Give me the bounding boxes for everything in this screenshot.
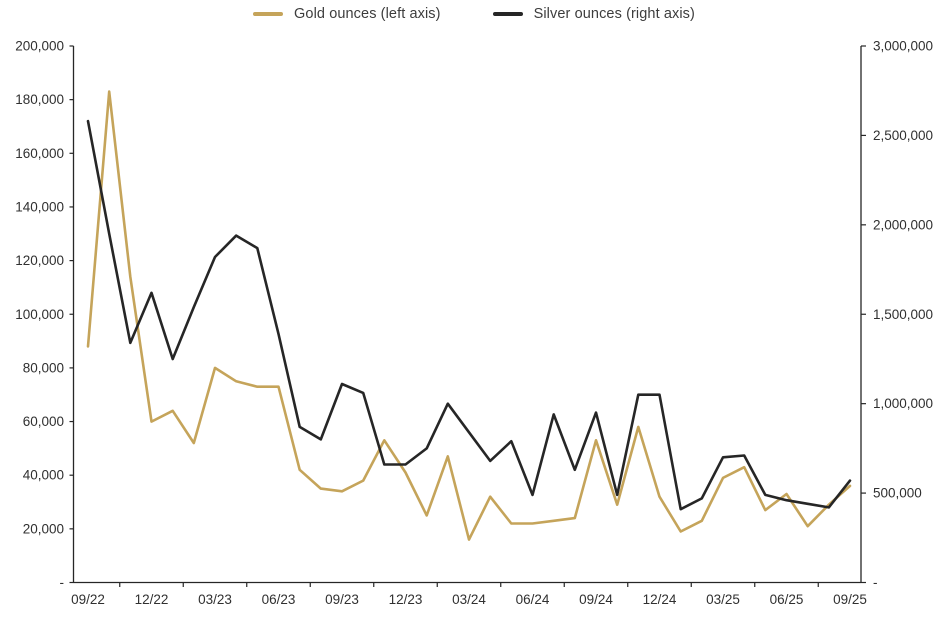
gold-line-swatch [253, 12, 284, 16]
legend-label-silver: Silver ounces (right axis) [533, 6, 695, 22]
right-axis-tick-label: 3,000,000 [873, 39, 933, 54]
x-axis-tick-label: 09/24 [579, 592, 613, 607]
silver-series-line [86, 119, 852, 511]
legend-item-gold: Gold ounces (left axis) [253, 6, 441, 22]
x-axis-tick-label: 09/22 [71, 592, 105, 607]
gold-series-line [86, 90, 852, 541]
x-axis-tick-label: 03/24 [452, 592, 486, 607]
x-axis-tick-label: 09/23 [325, 592, 359, 607]
left-axis-tick-label: 40,000 [23, 468, 64, 483]
legend-label-gold: Gold ounces (left axis) [294, 6, 441, 22]
right-axis-tick-label: 1,500,000 [873, 307, 933, 322]
x-axis-tick-label: 06/25 [770, 592, 804, 607]
x-axis-tick-label: 12/23 [389, 592, 423, 607]
chart-legend: Gold ounces (left axis) Silver ounces (r… [0, 6, 948, 22]
right-axis-tick-label: - [873, 575, 878, 590]
x-axis-tick-label: 09/25 [833, 592, 867, 607]
x-axis-tick-label: 12/24 [643, 592, 677, 607]
left-axis-tick-label: 20,000 [23, 521, 64, 536]
right-axis-tick-label: 2,000,000 [873, 217, 933, 232]
left-axis-tick-label: 80,000 [23, 360, 64, 375]
right-axis-tick-label: 2,500,000 [873, 128, 933, 143]
left-axis-tick-label: 160,000 [15, 146, 64, 161]
x-axis-tick-label: 06/24 [516, 592, 550, 607]
left-axis-tick-label: 140,000 [15, 199, 64, 214]
left-axis-tick-label: - [60, 575, 65, 590]
left-axis-tick-label: 60,000 [23, 414, 64, 429]
x-axis-tick-label: 12/22 [135, 592, 169, 607]
left-axis-tick-label: 200,000 [15, 39, 64, 54]
left-axis-tick-label: 180,000 [15, 92, 64, 107]
x-axis-tick-label: 03/25 [706, 592, 740, 607]
right-axis-tick-label: 1,000,000 [873, 396, 933, 411]
x-axis-tick-label: 03/23 [198, 592, 232, 607]
right-axis-tick-label: 500,000 [873, 486, 922, 501]
x-axis-tick-label: 06/23 [262, 592, 296, 607]
left-axis-tick-label: 120,000 [15, 253, 64, 268]
silver-line-swatch [492, 12, 523, 16]
legend-item-silver: Silver ounces (right axis) [492, 6, 695, 22]
left-axis-tick-label: 100,000 [15, 307, 64, 322]
